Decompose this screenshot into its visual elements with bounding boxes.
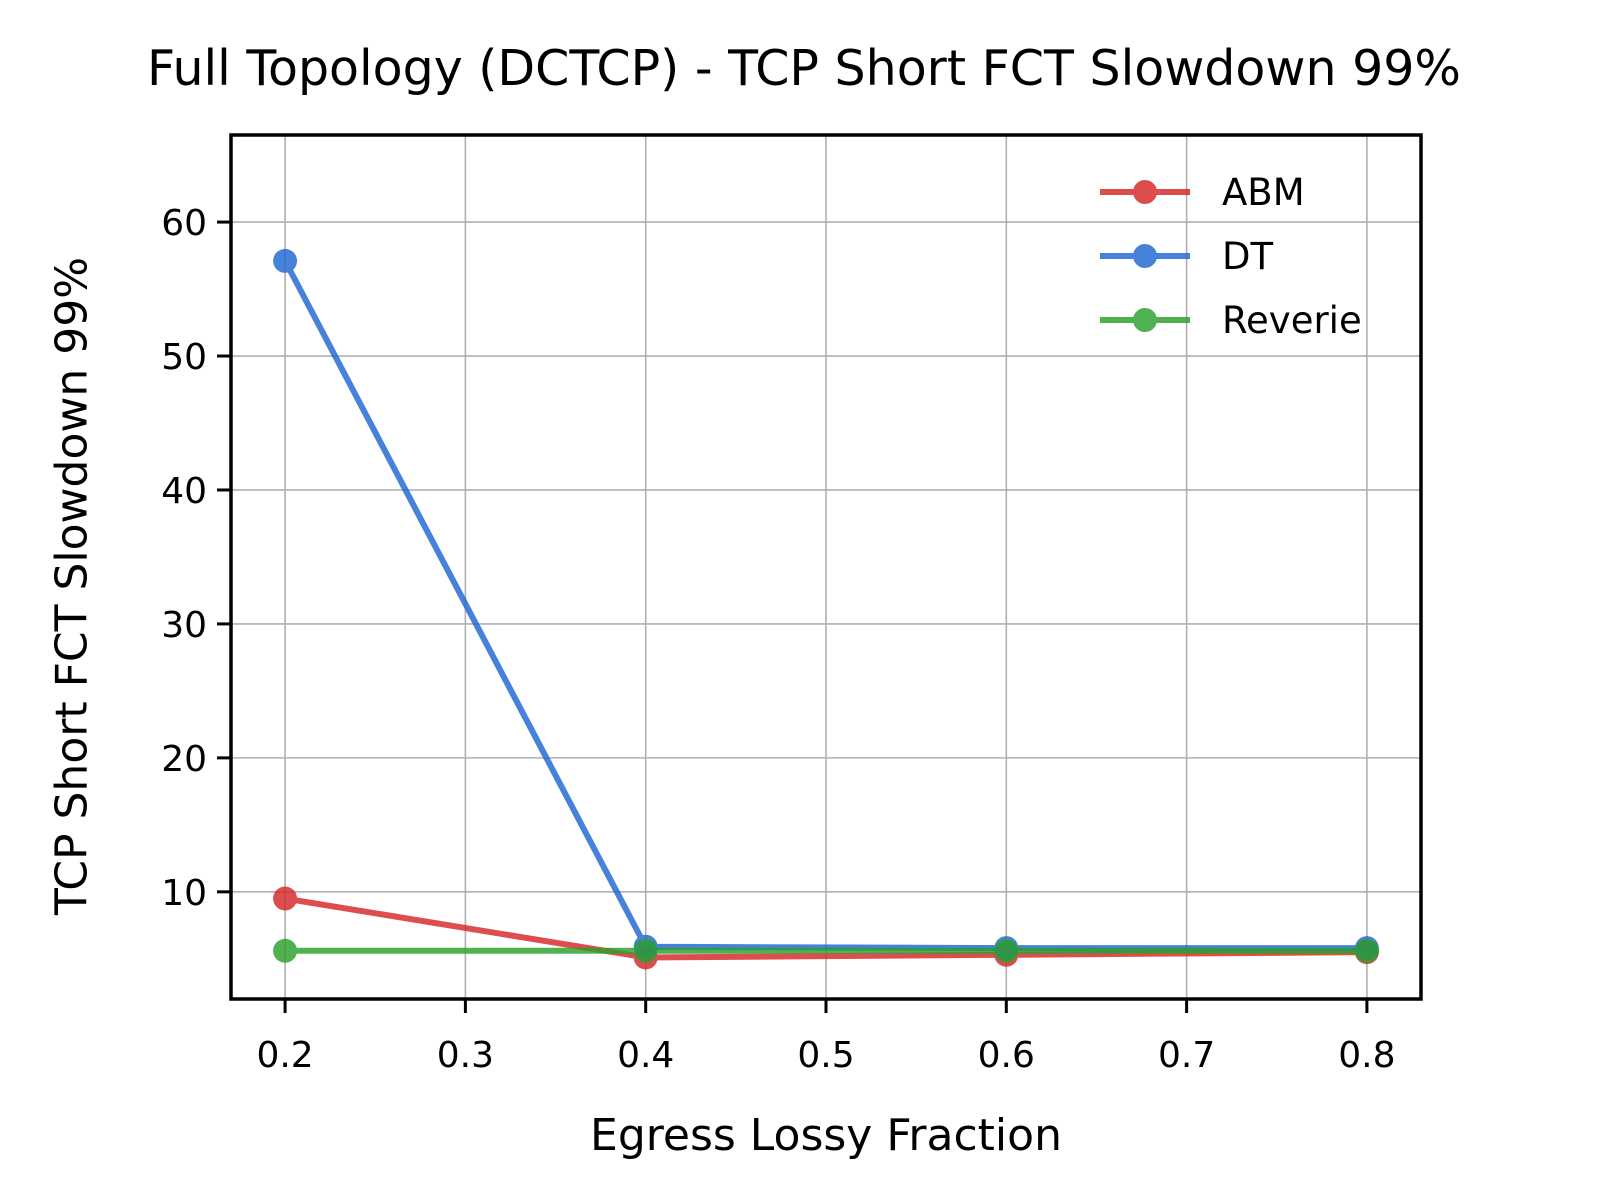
y-tick-label: 40: [161, 471, 207, 512]
x-tick-label: 0.6: [978, 1035, 1035, 1076]
axis-ticks: 0.2 0.3 0.4 0.5 0.6 0.7 0.8 10 20 30 40 50 60: [161, 203, 1395, 1076]
chart-title: Full Topology (DCTCP) - TCP Short FCT Sl…: [147, 40, 1461, 97]
data-point-reverie: [633, 938, 658, 963]
x-tick-label: 0.7: [1158, 1035, 1215, 1076]
x-tick-label: 0.4: [617, 1035, 674, 1076]
legend: ABM DT Reverie: [1100, 171, 1362, 342]
data-point-abm: [273, 886, 298, 911]
x-tick-label: 0.2: [256, 1035, 313, 1076]
legend-label-abm: ABM: [1222, 171, 1305, 214]
y-tick-label: 60: [161, 203, 207, 244]
legend-dot-dt: [1133, 244, 1157, 268]
x-tick-label: 0.5: [797, 1035, 854, 1076]
y-tick-label: 10: [161, 873, 207, 914]
data-point-reverie: [994, 938, 1019, 963]
legend-dot-abm: [1133, 180, 1157, 204]
y-axis-label: TCP Short FCT Slowdown 99%: [46, 256, 98, 916]
series-layer: [273, 248, 1379, 970]
y-tick-label: 50: [161, 337, 207, 378]
x-tick-label: 0.8: [1338, 1035, 1395, 1076]
legend-marker-reverie: [1100, 308, 1190, 332]
x-axis-label: Egress Lossy Fraction: [590, 1110, 1062, 1161]
legend-marker-abm: [1100, 180, 1190, 204]
y-tick-label: 20: [161, 739, 207, 780]
data-point-dt: [273, 248, 298, 273]
grid-lines: [231, 135, 1421, 999]
data-point-reverie: [273, 938, 298, 963]
legend-label-reverie: Reverie: [1222, 299, 1362, 342]
legend-dot-reverie: [1133, 308, 1157, 332]
legend-label-dt: DT: [1222, 235, 1273, 278]
series-reverie: [273, 938, 1379, 963]
y-tick-label: 30: [161, 605, 207, 646]
data-point-reverie: [1354, 938, 1379, 963]
x-tick-label: 0.3: [437, 1035, 494, 1076]
legend-marker-dt: [1100, 244, 1190, 268]
